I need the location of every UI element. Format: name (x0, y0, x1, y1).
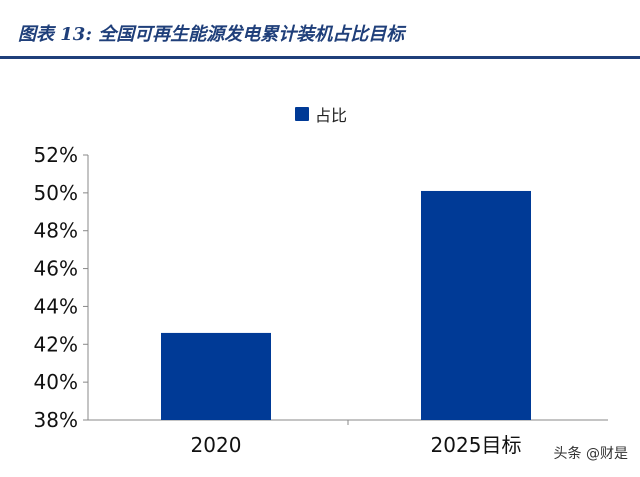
bar-layer (161, 190, 531, 420)
label-layer: 38% 40% 42% 44% 46% 48% 50% 52% 2020 2025目标 (34, 143, 522, 457)
legend-label: 占比 (315, 106, 348, 125)
y-tick-label: 48% (34, 219, 78, 243)
legend: 占比 (295, 104, 348, 125)
legend-swatch (295, 107, 309, 121)
x-tick-label: 2020 (191, 433, 242, 457)
header-divider (0, 56, 640, 59)
y-tick-label: 50% (34, 181, 78, 205)
y-tick-label: 42% (34, 332, 78, 356)
watermark: 头条 @财是 (553, 446, 628, 462)
bar (421, 190, 531, 420)
page-title: 图表 13: 全国可再生能源发电累计装机占比目标 (18, 24, 405, 45)
x-tick-label: 2025目标 (431, 433, 522, 457)
y-tick-label: 52% (34, 143, 78, 167)
bar (161, 332, 271, 420)
header: 图表 13: 全国可再生能源发电累计装机占比目标 (0, 0, 640, 60)
y-tick-label: 46% (34, 257, 78, 281)
y-tick-label: 38% (34, 408, 78, 432)
y-tick-label: 44% (34, 294, 78, 318)
y-tick-label: 40% (34, 370, 78, 394)
